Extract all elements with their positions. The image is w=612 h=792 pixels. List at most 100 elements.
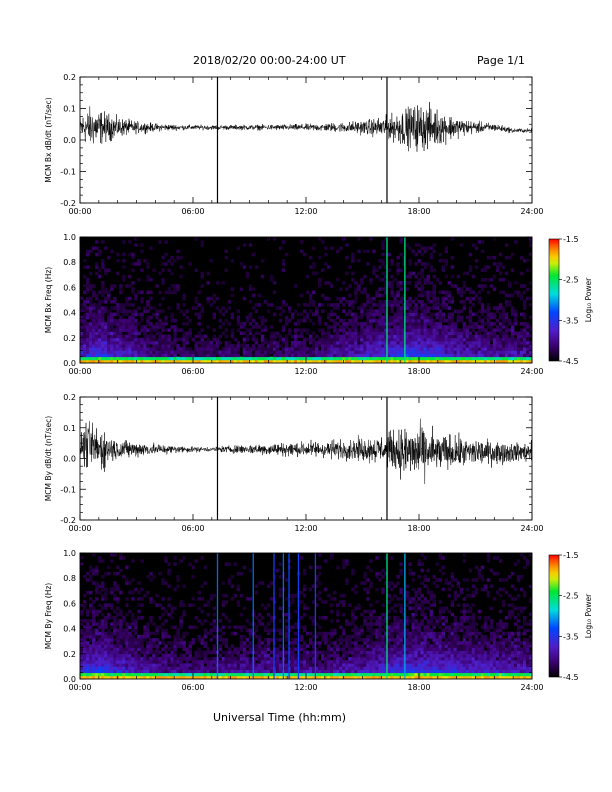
heatmap-cell: [92, 606, 96, 611]
heatmap-cell: [399, 287, 403, 291]
heatmap-cell: [158, 290, 162, 295]
heatmap-cell: [369, 663, 373, 667]
heatmap-cell: [242, 356, 247, 361]
heatmap-cell: [360, 309, 364, 313]
heatmap-cell: [86, 287, 90, 291]
heatmap-cell: [101, 628, 105, 633]
heatmap-cell: [257, 653, 262, 658]
heatmap-cell: [483, 344, 488, 348]
heatmap-cell: [92, 303, 96, 307]
heatmap-cell: [98, 309, 102, 313]
heatmap-cell: [318, 281, 322, 285]
heatmap-cell: [293, 359, 298, 363]
heatmap-cell: [92, 246, 96, 250]
heatmap-cell: [182, 631, 186, 636]
heatmap-cell: [104, 344, 108, 348]
heatmap-cell: [501, 315, 506, 320]
heatmap-cell: [399, 240, 403, 244]
heatmap-cell: [194, 347, 198, 351]
heatmap-cell: [402, 309, 406, 313]
heatmap-cell: [143, 334, 147, 339]
heatmap-cell: [98, 315, 102, 320]
heatmap-cell: [293, 656, 298, 661]
heatmap-cell: [522, 359, 527, 363]
heatmap-cell: [423, 249, 427, 254]
heatmap-cell: [408, 296, 412, 301]
heatmap-cell: [224, 255, 229, 260]
heatmap-cell: [197, 634, 201, 639]
heatmap-cell: [468, 356, 473, 361]
heatmap-cell: [372, 344, 376, 348]
heatmap-cell: [299, 666, 304, 670]
heatmap-cell: [80, 306, 84, 310]
heatmap-cell: [263, 300, 268, 304]
heatmap-cell: [486, 353, 491, 358]
x-tick-label: 12:00: [294, 524, 317, 533]
heatmap-cell: [510, 334, 515, 339]
heatmap-cell: [134, 312, 138, 317]
heatmap-cell: [504, 328, 509, 332]
heatmap-cell: [263, 660, 268, 664]
heatmap-cell: [302, 641, 307, 645]
heatmap-cell: [281, 325, 286, 329]
heatmap-cell: [363, 581, 367, 585]
heatmap-cell: [239, 666, 244, 670]
heatmap-cell: [140, 616, 144, 620]
heatmap-cell: [299, 644, 304, 648]
heatmap-cell: [390, 262, 394, 266]
heatmap-cell: [101, 638, 105, 642]
heatmap-cell: [113, 669, 117, 674]
heatmap-cell: [393, 328, 397, 332]
heatmap-cell: [188, 644, 192, 648]
heatmap-cell: [128, 672, 132, 677]
heatmap-cell: [92, 669, 96, 674]
heatmap-cell: [336, 609, 340, 614]
heatmap-cell: [80, 562, 84, 566]
heatmap-cell: [284, 675, 289, 679]
heatmap-cell: [254, 647, 259, 652]
heatmap-cell: [441, 306, 446, 310]
heatmap-cell: [284, 634, 289, 639]
heatmap-cell: [471, 312, 476, 317]
heatmap-cell: [390, 303, 394, 307]
heatmap-cell: [155, 663, 159, 667]
heatmap-cell: [260, 350, 265, 354]
y-axis-label: MCM Bx dB/dt (nT/sec): [44, 97, 53, 182]
heatmap-cell: [411, 318, 415, 323]
heatmap-cell: [185, 340, 189, 345]
heatmap-cell: [119, 622, 123, 626]
heatmap-cell: [161, 255, 165, 260]
heatmap-cell: [107, 631, 111, 636]
heatmap-cell: [170, 625, 174, 629]
heatmap-cell: [131, 656, 135, 661]
heatmap-cell: [351, 568, 355, 573]
heatmap-cell: [236, 344, 241, 348]
heatmap-cell: [414, 315, 418, 320]
heatmap-cell: [351, 277, 355, 282]
heatmap-cell: [519, 255, 524, 260]
heatmap-cell: [498, 344, 503, 348]
heatmap-cell: [89, 565, 93, 570]
heatmap-cell: [260, 641, 265, 645]
heatmap-cell: [519, 340, 524, 345]
heatmap-cell: [287, 306, 292, 310]
heatmap-cell: [309, 616, 313, 620]
heatmap-cell: [170, 672, 174, 677]
heatmap-cell: [170, 312, 174, 317]
heatmap-cell: [333, 347, 337, 351]
heatmap-cell: [336, 565, 340, 570]
heatmap-cell: [405, 303, 409, 307]
heatmap-cell: [218, 353, 223, 358]
heatmap-cell: [296, 350, 301, 354]
heatmap-cell: [269, 347, 274, 351]
heatmap-cell: [251, 356, 256, 361]
heatmap-cell: [414, 312, 418, 317]
heatmap-cell: [471, 290, 476, 295]
heatmap-cell: [224, 672, 229, 677]
heatmap-cell: [396, 290, 400, 295]
heatmap-cell: [426, 262, 430, 266]
heatmap-cell: [122, 638, 126, 642]
heatmap-cell: [86, 356, 90, 361]
heatmap-cell: [447, 331, 452, 336]
heatmap-cell: [402, 337, 406, 342]
